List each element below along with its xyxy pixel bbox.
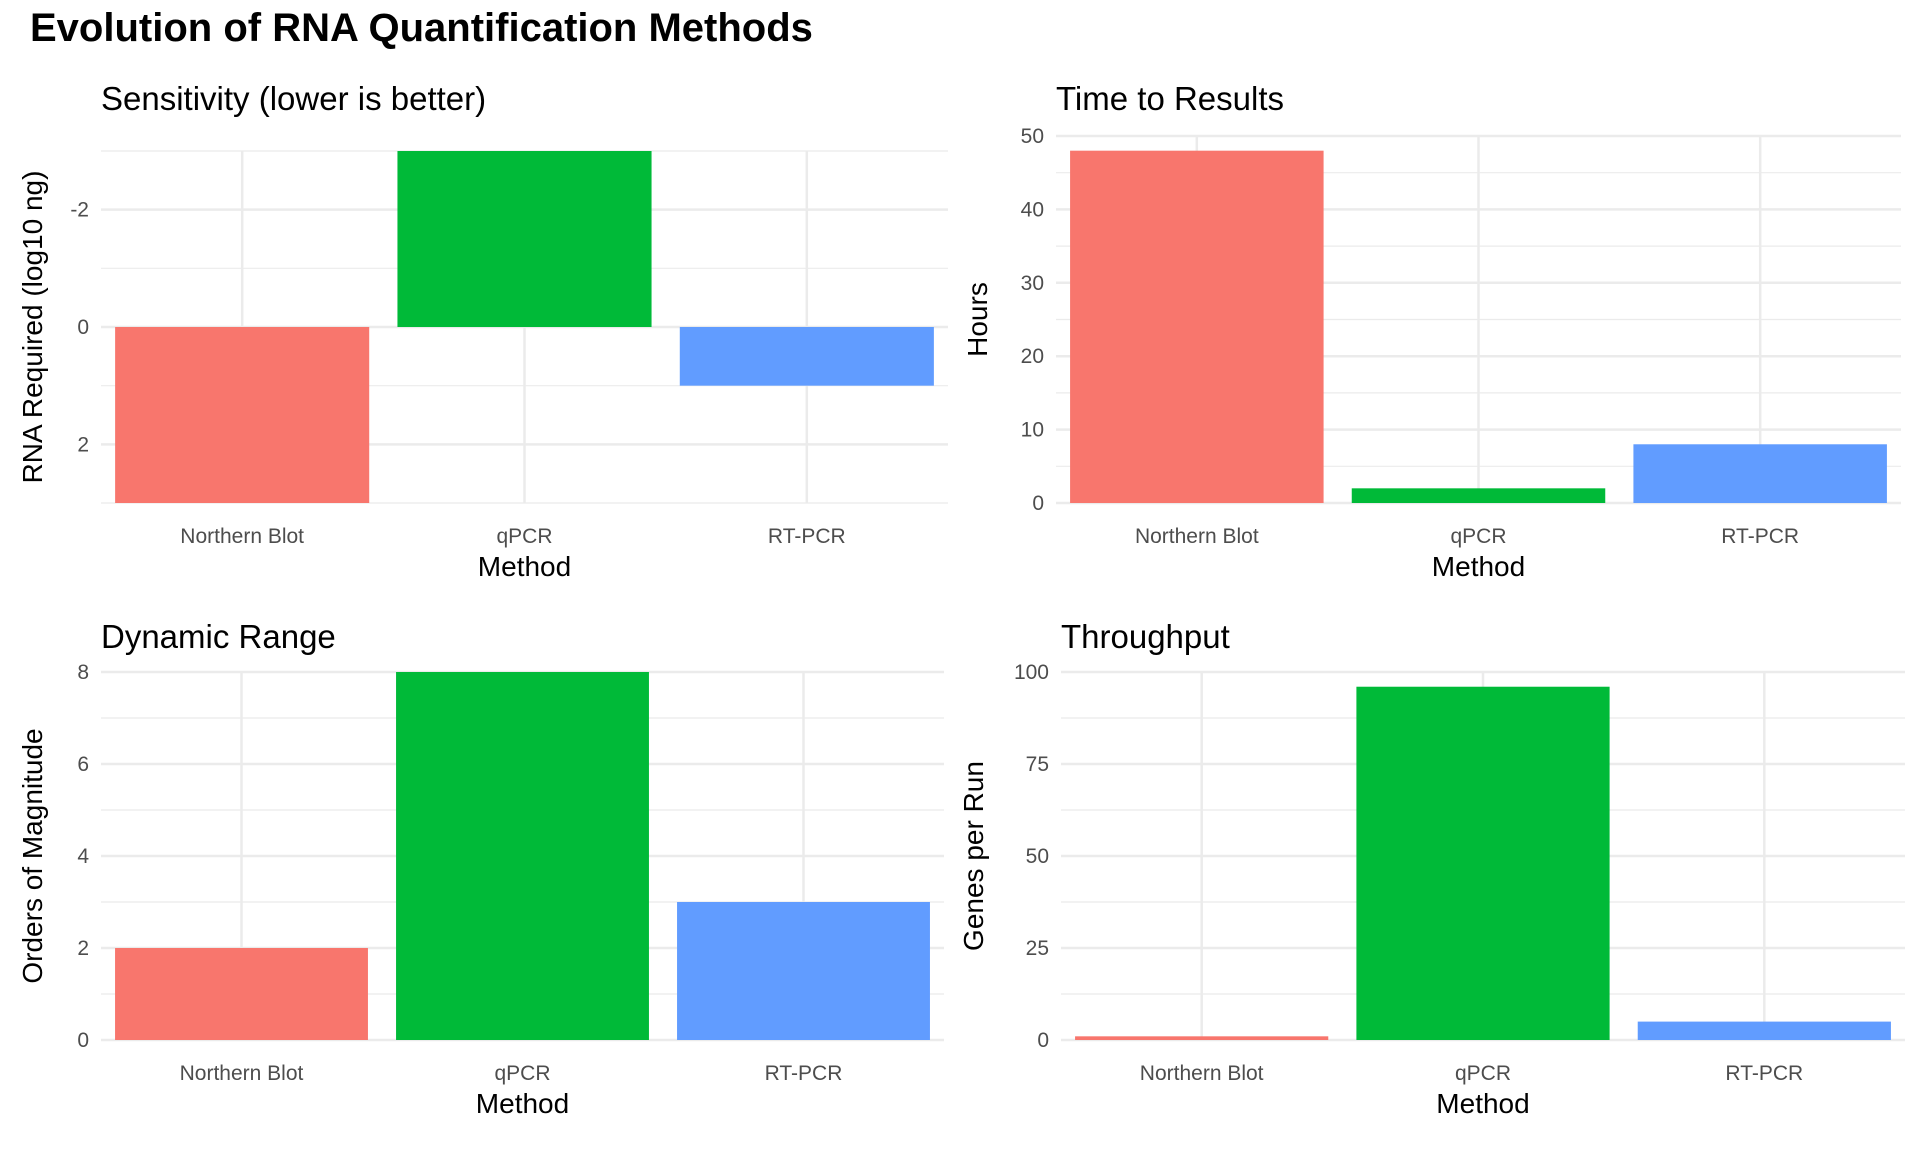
x-tick-label: Northern Blot bbox=[1140, 1062, 1264, 1085]
y-tick-label: 25 bbox=[1026, 937, 1049, 960]
y-axis-label: Orders of Magnitude bbox=[17, 728, 48, 983]
y-tick-label: 0 bbox=[77, 316, 89, 339]
y-tick-label: 4 bbox=[77, 845, 89, 868]
x-tick-label: qPCR bbox=[1450, 525, 1506, 548]
y-tick-label: 0 bbox=[77, 1029, 89, 1052]
panel-title: Time to Results bbox=[1056, 80, 1284, 117]
y-tick-label: 75 bbox=[1026, 753, 1049, 776]
bar-northern-blot bbox=[1075, 1036, 1329, 1040]
y-tick-label: -2 bbox=[70, 199, 89, 222]
y-tick-label: 6 bbox=[77, 753, 89, 776]
panel-title: Throughput bbox=[1061, 618, 1230, 655]
bar-northern-blot bbox=[1070, 150, 1324, 503]
y-tick-label: 0 bbox=[1032, 492, 1044, 515]
panel-title: Dynamic Range bbox=[101, 618, 336, 655]
bar-rt-pcr bbox=[679, 327, 934, 386]
bar-qpcr bbox=[1356, 686, 1610, 1040]
y-tick-label: 2 bbox=[77, 937, 89, 960]
y-tick-label: 40 bbox=[1021, 198, 1044, 221]
y-tick-label: 30 bbox=[1021, 272, 1044, 295]
x-axis-label: Method bbox=[1432, 551, 1525, 582]
y-axis-label: Genes per Run bbox=[958, 761, 989, 951]
main-title: Evolution of RNA Quantification Methods bbox=[30, 6, 813, 50]
y-tick-label: 8 bbox=[77, 661, 89, 684]
bar-qpcr bbox=[1351, 488, 1606, 503]
bar-rt-pcr bbox=[1633, 444, 1887, 503]
bar-northern-blot bbox=[115, 327, 370, 503]
x-axis-label: Method bbox=[478, 551, 571, 582]
x-tick-label: Northern Blot bbox=[180, 1062, 304, 1085]
y-axis-label: RNA Required (log10 ng) bbox=[17, 171, 48, 484]
y-tick-label: 10 bbox=[1021, 419, 1044, 442]
x-tick-label: RT-PCR bbox=[1725, 1062, 1803, 1085]
x-tick-label: Northern Blot bbox=[180, 525, 304, 548]
y-tick-label: 2 bbox=[77, 433, 89, 456]
bar-qpcr bbox=[396, 672, 649, 1040]
y-tick-label: 100 bbox=[1014, 661, 1049, 684]
bar-rt-pcr bbox=[1637, 1021, 1891, 1040]
y-axis-label: Hours bbox=[962, 282, 993, 357]
bar-qpcr bbox=[397, 151, 652, 327]
y-tick-label: 20 bbox=[1021, 345, 1044, 368]
y-tick-label: 50 bbox=[1026, 845, 1049, 868]
x-tick-label: RT-PCR bbox=[765, 1062, 843, 1085]
bar-rt-pcr bbox=[677, 902, 930, 1040]
x-axis-label: Method bbox=[476, 1088, 569, 1119]
x-tick-label: RT-PCR bbox=[768, 525, 846, 548]
x-axis-label: Method bbox=[1436, 1088, 1529, 1119]
x-tick-label: qPCR bbox=[496, 525, 552, 548]
panel-title: Sensitivity (lower is better) bbox=[101, 80, 486, 117]
y-tick-label: 50 bbox=[1021, 125, 1044, 148]
x-tick-label: qPCR bbox=[1455, 1062, 1511, 1085]
y-tick-label: 0 bbox=[1037, 1029, 1049, 1052]
x-tick-label: qPCR bbox=[494, 1062, 550, 1085]
bar-northern-blot bbox=[115, 948, 368, 1040]
x-tick-label: RT-PCR bbox=[1721, 525, 1799, 548]
x-tick-label: Northern Blot bbox=[1135, 525, 1259, 548]
